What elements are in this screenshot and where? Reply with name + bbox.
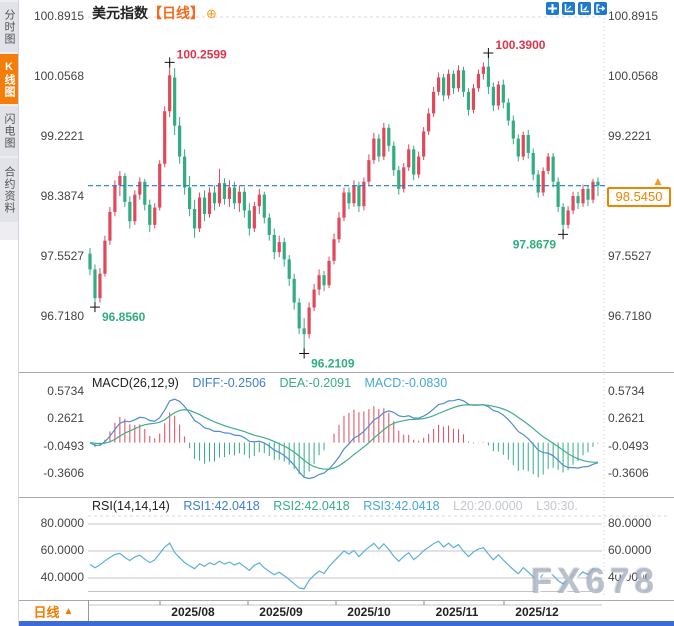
main-y-axis-label: 100.0568 — [608, 69, 659, 83]
macd-y-axis-label: -0.0493 — [608, 439, 649, 453]
sidebar-item-flash-chart[interactable]: 闪电图 — [0, 106, 18, 156]
sidebar: 分时图 K线图 闪电图 合约资料 — [0, 0, 19, 626]
chart-title-row: 美元指数【日线】 ⊕ — [92, 3, 217, 23]
rsi-l30-value: L30:30. — [536, 499, 578, 513]
main-y-axis-label: 97.5527 — [40, 249, 84, 263]
xaxis-cell-divider — [88, 600, 89, 621]
svg-text:97.8679: 97.8679 — [513, 237, 557, 251]
x-axis-label: 2025/12 — [515, 605, 559, 619]
macd-diff-value: DIFF:-0.2506 — [192, 376, 266, 390]
rsi3-value: RSI3:42.0418 — [363, 499, 440, 513]
rsi-y-axis-label: 80.0000 — [608, 516, 652, 530]
axis-zoom-icon[interactable] — [562, 2, 575, 15]
macd-header: MACD(26,12,9) DIFF:-0.2506 DEA:-0.2091 M… — [92, 376, 457, 390]
rsi-y-axis-label: 60.0000 — [40, 543, 84, 557]
rsi-y-axis-label: 40.0000 — [40, 570, 84, 584]
main-y-axis-label: 100.8915 — [33, 9, 84, 23]
sidebar-item-time-chart[interactable]: 分时图 — [0, 2, 18, 52]
main-y-axis-label: 98.3874 — [40, 189, 84, 203]
x-axis-label: 2025/09 — [259, 605, 303, 619]
add-indicator-icon[interactable]: ⊕ — [206, 6, 217, 21]
main-y-axis-label: 100.8915 — [608, 9, 659, 23]
rsi-y-axis-label: 80.0000 — [40, 516, 84, 530]
sidebar-item-contract-info[interactable]: 合约资料 — [0, 158, 18, 222]
svg-text:100.3900: 100.3900 — [495, 38, 545, 52]
horizontal-scrollbar[interactable] — [18, 621, 674, 626]
chart-toolbar — [546, 2, 607, 15]
x-axis-label: 2025/11 — [435, 605, 479, 619]
macd-dea-value: DEA:-0.2091 — [279, 376, 352, 390]
rsi-header: RSI(14,14,14) RSI1:42.0418 RSI2:42.0418 … — [92, 499, 588, 513]
svg-text:100.2599: 100.2599 — [177, 47, 227, 61]
macd-y-axis-label: 0.5734 — [47, 384, 84, 398]
macd-y-axis-label: -0.3606 — [608, 466, 649, 480]
rsi-y-axis-label: 60.0000 — [608, 543, 652, 557]
rsi2-value: RSI2:42.0418 — [273, 499, 350, 513]
period-tag: 【日线】 — [148, 5, 204, 21]
axis-pan-icon[interactable] — [578, 2, 591, 15]
exit-chart-icon[interactable] — [594, 2, 607, 15]
crosshair-icon[interactable] — [546, 2, 559, 15]
macd-name: MACD(26,12,9) — [92, 376, 179, 390]
separator-main-macd — [18, 372, 674, 373]
main-y-axis-label: 96.7180 — [40, 309, 84, 323]
macd-y-axis-label: 0.2621 — [47, 411, 84, 425]
svg-text:96.2109: 96.2109 — [311, 356, 355, 370]
period-selector-label: 日线 — [33, 604, 60, 620]
watermark: FX678 — [531, 562, 660, 601]
price-up-arrow: ▲ — [652, 174, 664, 188]
main-y-axis-label: 99.2221 — [608, 129, 652, 143]
rsi-l20-value: L20:20.0000 — [453, 499, 523, 513]
main-y-axis-label: 99.2221 — [40, 129, 84, 143]
x-axis-label: 2025/08 — [171, 605, 215, 619]
separator-rsi-xaxis — [18, 600, 674, 601]
svg-text:96.8560: 96.8560 — [102, 310, 146, 324]
macd-y-axis-label: -0.0493 — [43, 439, 84, 453]
current-price-tag: 98.5450 — [607, 187, 671, 207]
macd-y-axis-label: 0.2621 — [608, 411, 645, 425]
separator-macd-rsi — [18, 497, 674, 498]
main-y-axis-label: 100.0568 — [33, 69, 84, 83]
period-selector[interactable]: 日线 ▲ — [19, 601, 88, 621]
macd-y-axis-label: 0.5734 — [608, 384, 645, 398]
main-y-axis-label: 97.5527 — [608, 249, 652, 263]
macd-macd-value: MACD:-0.0830 — [364, 376, 448, 390]
instrument-title: 美元指数 — [92, 5, 148, 21]
period-up-arrow-icon: ▲ — [63, 605, 74, 617]
macd-y-axis-label: -0.3606 — [43, 466, 84, 480]
rsi-name: RSI(14,14,14) — [92, 499, 170, 513]
rsi-y-axis-label: 40.0000 — [608, 570, 652, 584]
x-axis-label: 2025/10 — [347, 605, 391, 619]
main-y-axis-label: 96.7180 — [608, 309, 652, 323]
sidebar-item-kline-chart[interactable]: K线图 — [0, 54, 18, 104]
rsi1-value: RSI1:42.0418 — [183, 499, 260, 513]
